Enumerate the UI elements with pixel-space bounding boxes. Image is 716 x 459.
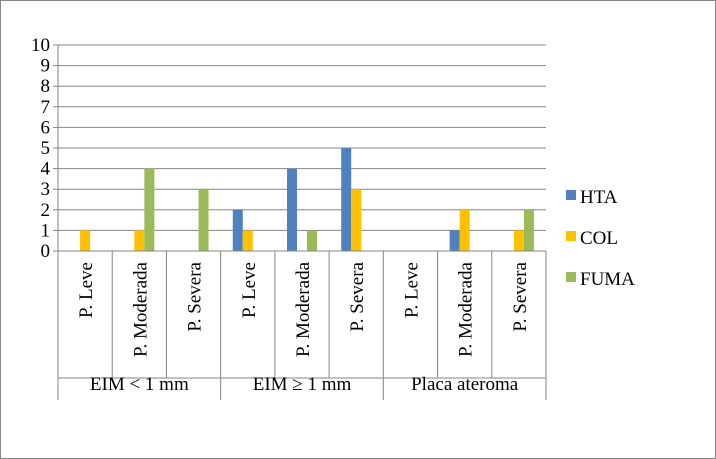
y-tick-label: 7	[41, 97, 51, 118]
legend-swatch-hta	[566, 190, 576, 200]
y-tick-label: 10	[31, 35, 50, 56]
bar-fuma	[523, 209, 534, 251]
bar-hta	[449, 230, 460, 251]
category-label: P. Moderada	[130, 261, 151, 357]
bar-fuma	[198, 189, 209, 251]
legend-label-col: COL	[580, 228, 618, 249]
bar-col	[513, 230, 524, 251]
bars	[80, 148, 534, 251]
legend-swatch-col	[566, 231, 576, 241]
bar-col	[242, 230, 253, 251]
bar-col	[459, 209, 470, 251]
bar-col	[80, 230, 91, 251]
category-label: P. Severa	[510, 261, 531, 331]
gridlines	[58, 44, 546, 231]
y-tick-label: 8	[41, 76, 51, 97]
category-label: P. Severa	[185, 261, 206, 331]
group-label: EIM ≥ 1 mm	[253, 374, 352, 395]
group-label: Placa ateroma	[411, 374, 519, 395]
bar-hta	[287, 168, 297, 251]
category-label: P. Severa	[347, 261, 368, 331]
y-tick-label: 3	[41, 179, 51, 200]
bar-fuma	[144, 168, 155, 251]
y-tick-label: 4	[41, 159, 51, 180]
bar-fuma	[307, 230, 317, 251]
bar-hta	[232, 209, 243, 251]
category-label: P. Moderada	[456, 261, 477, 357]
bar-hta	[341, 148, 352, 251]
bar-col	[351, 189, 362, 251]
axes	[53, 44, 547, 400]
category-label: P. Leve	[76, 262, 97, 318]
category-label: P. Moderada	[293, 261, 314, 357]
y-tick-label: 5	[41, 138, 51, 159]
category-label: P. Leve	[401, 262, 422, 318]
legend-swatch-fuma	[566, 272, 576, 282]
legend: HTA COL FUMA	[566, 187, 635, 290]
y-tick-label: 9	[41, 56, 51, 77]
legend-label-fuma: FUMA	[580, 269, 635, 290]
y-tick-label: 0	[41, 241, 51, 262]
legend-label-hta: HTA	[580, 187, 618, 208]
category-label: P. Leve	[239, 262, 260, 318]
y-tick-label: 1	[41, 220, 51, 241]
bar-col	[134, 230, 145, 251]
y-tick-label: 6	[41, 117, 51, 138]
y-tick-label: 2	[41, 200, 51, 221]
group-label: EIM < 1 mm	[90, 374, 189, 395]
